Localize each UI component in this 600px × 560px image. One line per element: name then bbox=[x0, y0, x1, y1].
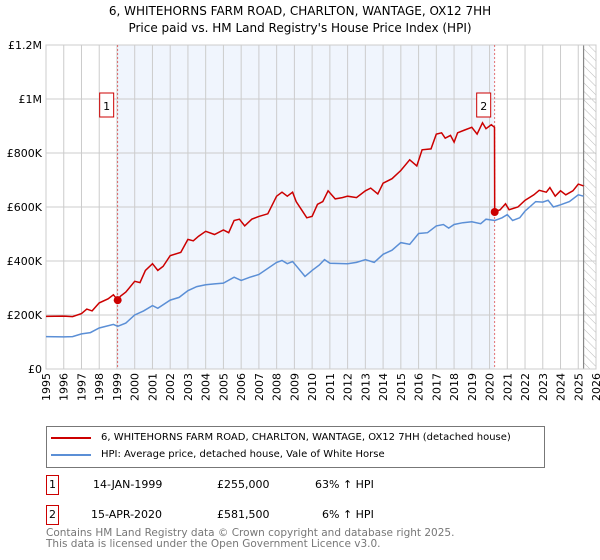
x-tick-label: 2021 bbox=[501, 373, 514, 401]
x-tick-label: 2019 bbox=[466, 373, 479, 401]
transaction-hpi: 63% ↑ HPI bbox=[315, 478, 374, 491]
legend-swatch-red bbox=[51, 436, 91, 439]
y-tick-label: £1.2M bbox=[8, 39, 42, 52]
y-tick-label: £0 bbox=[28, 363, 42, 376]
y-tick-label: £1M bbox=[19, 93, 43, 106]
transaction-row: 1 14-JAN-1999 £255,000 63% ↑ HPI bbox=[46, 475, 546, 499]
x-tick-label: 2005 bbox=[217, 373, 230, 401]
y-tick-label: £600K bbox=[7, 201, 43, 214]
sale-point bbox=[113, 296, 122, 305]
y-tick-label: £800K bbox=[7, 147, 43, 160]
y-tick-label: £200K bbox=[7, 309, 43, 322]
sale-label: 1 bbox=[103, 100, 110, 113]
x-tick-label: 2015 bbox=[395, 373, 408, 401]
x-tick-label: 2026 bbox=[590, 373, 600, 401]
x-tick-label: 2012 bbox=[342, 373, 355, 401]
footer-licence: This data is licensed under the Open Gov… bbox=[46, 538, 381, 550]
legend-label: 6, WHITEHORNS FARM ROAD, CHARLTON, WANTA… bbox=[101, 432, 511, 443]
x-tick-label: 2004 bbox=[200, 373, 213, 401]
x-tick-label: 1999 bbox=[111, 373, 124, 401]
sale-point bbox=[490, 207, 499, 216]
footer-copyright: Contains HM Land Registry data © Crown c… bbox=[46, 527, 455, 539]
x-tick-label: 2003 bbox=[182, 373, 195, 401]
transaction-date: 15-APR-2020 bbox=[91, 508, 163, 521]
x-tick-label: 2013 bbox=[359, 373, 372, 401]
x-tick-label: 2018 bbox=[448, 373, 461, 401]
series-line bbox=[45, 193, 584, 338]
subtitle-line: Price paid vs. HM Land Registry's House … bbox=[128, 21, 472, 35]
x-tick-label: 2006 bbox=[235, 373, 248, 401]
sale-label: 2 bbox=[480, 100, 487, 113]
sale-label-box bbox=[99, 92, 115, 118]
x-tick-label: 2011 bbox=[324, 373, 337, 401]
x-tick-label: 2023 bbox=[537, 373, 550, 401]
chart-legend: 6, WHITEHORNS FARM ROAD, CHARLTON, WANTA… bbox=[46, 426, 545, 468]
x-tick-label: 2024 bbox=[555, 373, 568, 401]
transaction-row: 2 15-APR-2020 £581,500 6% ↑ HPI bbox=[46, 505, 546, 529]
transaction-marker: 2 bbox=[46, 505, 59, 525]
x-tick-label: 2022 bbox=[519, 373, 532, 401]
x-tick-label: 2016 bbox=[413, 373, 426, 401]
x-tick-label: 2000 bbox=[129, 373, 142, 401]
x-tick-label: 2001 bbox=[146, 373, 159, 401]
x-tick-label: 2010 bbox=[306, 373, 319, 401]
price-chart: 1995 1996 1997 1998 1999 2000 2001 2002 2003 2004… bbox=[7, 39, 600, 401]
transaction-price: £581,500 bbox=[217, 508, 270, 521]
y-tick-label: £400K bbox=[7, 255, 43, 268]
title-line: 6, WHITEHORNS FARM ROAD, CHARLTON, WANTA… bbox=[108, 4, 492, 18]
x-tick-label: 2017 bbox=[430, 373, 443, 401]
x-tick-label: 1997 bbox=[75, 373, 88, 401]
transaction-price: £255,000 bbox=[217, 478, 270, 491]
x-tick-label: 1998 bbox=[93, 373, 106, 401]
legend-swatch-blue bbox=[51, 453, 91, 456]
x-tick-label: 2009 bbox=[288, 373, 301, 401]
x-tick-label: 2025 bbox=[572, 373, 585, 401]
plot-border bbox=[45, 44, 597, 370]
x-tick-label: 2007 bbox=[253, 373, 266, 401]
x-tick-label: 2002 bbox=[164, 373, 177, 401]
x-tick-label: 2008 bbox=[271, 373, 284, 401]
footer: Contains HM Land Registry data © Crown c… bbox=[46, 528, 454, 550]
transaction-hpi: 6% ↑ HPI bbox=[322, 508, 374, 521]
x-tick-label: 2014 bbox=[377, 373, 390, 401]
x-tick-label: 1995 bbox=[40, 373, 53, 401]
sale-label-box bbox=[476, 92, 492, 118]
chart-title: 6, WHITEHORNS FARM ROAD, CHARLTON, WANTA… bbox=[0, 3, 600, 37]
transaction-date: 14-JAN-1999 bbox=[93, 478, 163, 491]
legend-item-property: 6, WHITEHORNS FARM ROAD, CHARLTON, WANTA… bbox=[51, 432, 511, 443]
legend-item-hpi: HPI: Average price, detached house, Vale… bbox=[51, 449, 385, 460]
transaction-marker: 1 bbox=[46, 475, 59, 495]
x-tick-label: 2020 bbox=[484, 373, 497, 401]
legend-label: HPI: Average price, detached house, Vale… bbox=[101, 449, 385, 460]
x-tick-label: 1996 bbox=[58, 373, 71, 401]
